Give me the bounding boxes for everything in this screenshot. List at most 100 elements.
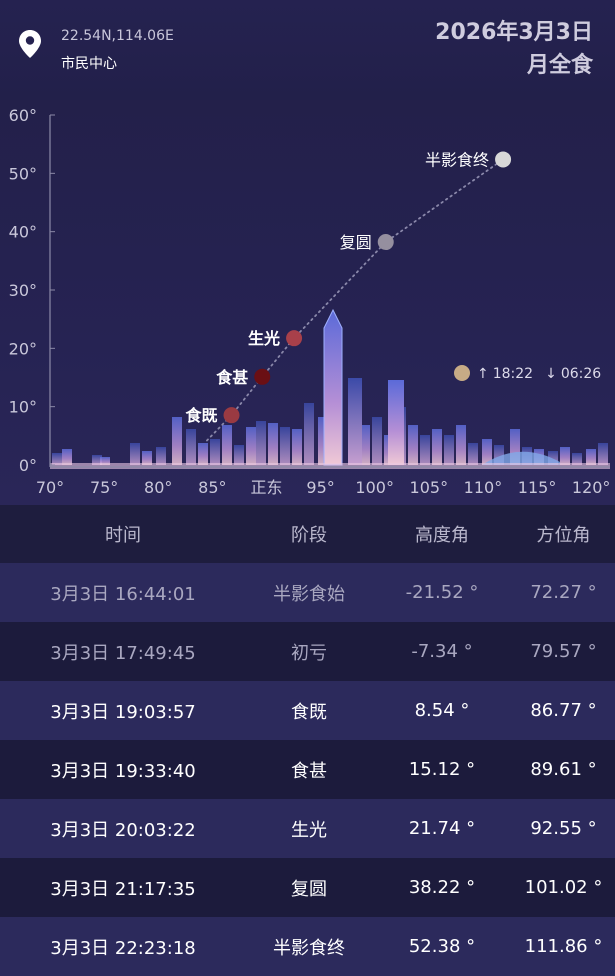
skyline-building [586,449,596,465]
skyline-building [560,447,570,465]
skyline-building [494,445,504,465]
skyline-building [548,451,558,465]
y-tick-label: 10° [9,398,37,417]
azimuth-cell: 89.61 ° [530,759,597,780]
altitude-cell: -21.52 ° [405,582,479,603]
skyline-building [420,435,430,465]
x-tick-label: 100° [355,478,394,497]
moon-position-point[interactable] [377,234,394,251]
horizon-glow [50,463,610,469]
x-tick-label: 85° [198,478,226,497]
skyline-building [388,380,404,465]
altitude-cell: 38.22 ° [408,877,476,898]
location-name: 市民中心 [61,56,117,72]
moon-icon [454,365,470,381]
skyline-building [222,425,232,465]
skyline-building [92,455,102,465]
skyline-building [432,429,442,465]
phase-cell: 复圆 [291,878,327,900]
skyline-building [510,429,520,465]
phase-cell: 食甚 [291,760,327,782]
table-row[interactable]: 3月3日 22:23:18 半影食终 52.38 ° 111.86 ° [0,917,615,976]
skyline-tower [323,308,343,466]
skyline-building [130,443,140,465]
azimuth-cell: 92.55 ° [530,818,597,839]
moon-positions: 食既 食甚 生光 复圆 半影食终 [184,150,512,425]
phase-cell: 半影食始 [273,583,345,605]
y-tick-label: 40° [9,223,37,242]
x-tick-label: 75° [90,478,118,497]
skyline-building [52,453,62,465]
location-pin-icon[interactable] [17,28,43,60]
eclipse-phase-table: 时间 阶段 高度角 方位角 3月3日 16:44:01 半影食始 -21.52 ° 7… [0,505,615,976]
skyline-building [156,447,166,465]
skyline-building [210,439,220,465]
skyline-building [318,417,328,465]
header-azimuth: 方位角 [536,525,591,546]
skyline-building [268,423,278,465]
event-date: 2026年3月3日 [435,20,593,45]
y-tick-label: 50° [9,164,37,183]
phase-cell: 食既 [291,701,327,723]
table-header: 时间 阶段 高度角 方位角 [0,505,615,563]
skyline-building [444,435,454,465]
altitude-azimuth-chart: 0° 10° 20° 30° 40° 50° 60° 70° 75° 80° 85° 正东 95° 100… [9,106,611,497]
skyline-building [482,439,492,465]
moon-position-point[interactable] [254,368,271,385]
moon-position-label: 食既 [184,406,217,425]
moon-position-point[interactable] [223,407,240,424]
skyline-building [348,378,362,465]
x-tick-label: 115° [518,478,557,497]
table-row[interactable]: 3月3日 20:03:22 生光 21.74 ° 92.55 ° [0,799,615,858]
x-tick-label: 120° [572,478,611,497]
skyline-stadium [482,451,560,465]
altitude-cell: 21.74 ° [408,818,476,839]
eclipse-type: 月全食 [526,53,593,78]
skyline-building [186,429,196,465]
location-coords: 22.54N,114.06E [61,28,174,44]
azimuth-cell: 101.02 ° [524,877,603,898]
skyline-building [372,417,382,465]
y-tick-label: 20° [9,339,37,358]
azimuth-cell: 79.57 ° [530,641,597,662]
moonrise-label: ↑ 18:22 ↓ 06:26 [477,366,601,382]
x-tick-label: 105° [410,478,449,497]
moon-position-label: 复圆 [340,233,372,252]
skyline-building [172,417,182,465]
table-row[interactable]: 3月3日 17:49:45 初亏 -7.34 ° 79.57 ° [0,622,615,681]
header-phase: 阶段 [291,525,327,546]
moon-position-point[interactable] [286,330,303,347]
skyline-building [280,427,290,465]
x-tick-label: 95° [306,478,334,497]
moon-position-point[interactable] [495,151,512,168]
table-row[interactable]: 3月3日 21:17:35 复圆 38.22 ° 101.02 ° [0,858,615,917]
skyline-building [246,427,256,465]
skyline-building [256,421,266,465]
y-tick-label: 0° [19,456,37,475]
table-row[interactable]: 3月3日 16:44:01 半影食始 -21.52 ° 72.27 ° [0,563,615,622]
time-cell: 3月3日 22:23:18 [50,937,196,959]
azimuth-cell: 111.86 ° [524,936,603,957]
moon-position-label: 半影食终 [425,150,489,169]
time-cell: 3月3日 19:33:40 [50,760,196,782]
time-cell: 3月3日 19:03:57 [50,701,196,723]
moon-position-label: 食甚 [215,368,248,387]
azimuth-cell: 72.27 ° [530,582,597,603]
header-time: 时间 [105,525,141,546]
skyline-building [468,443,478,465]
sky-chart: 0° 10° 20° 30° 40° 50° 60° 70° 75° 80° 85° 正东 95° 100… [0,100,615,505]
phase-cell: 生光 [291,819,327,841]
skyline-building [408,425,418,465]
skyline-building [198,443,208,465]
skyline-building [572,453,582,465]
table-row[interactable]: 3月3日 19:03:57 食既 8.54 ° 86.77 ° [0,681,615,740]
skyline-building [62,449,72,465]
altitude-cell: 15.12 ° [408,759,476,780]
time-cell: 3月3日 17:49:45 [50,642,196,664]
table-row[interactable]: 3月3日 19:33:40 食甚 15.12 ° 89.61 ° [0,740,615,799]
skyline-building [234,445,244,465]
skyline-building [292,429,302,465]
x-tick-label: 70° [36,478,64,497]
moonrise-set-legend: ↑ 18:22 ↓ 06:26 [454,365,601,382]
